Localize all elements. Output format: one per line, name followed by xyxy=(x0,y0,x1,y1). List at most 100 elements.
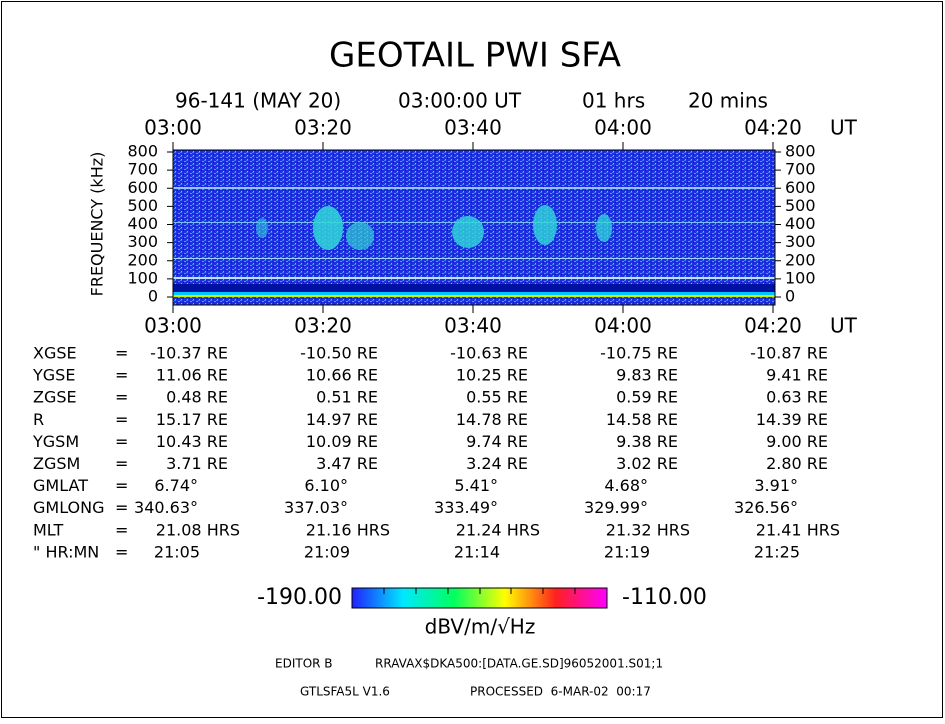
row-label: XGSE xyxy=(33,344,77,363)
row-label: MLT xyxy=(33,520,64,539)
title: GEOTAIL PWI SFA xyxy=(329,36,621,76)
row-equals: = xyxy=(115,542,128,561)
subtitle-mins: 20 mins xyxy=(688,89,768,113)
y-tick-label-right: 0 xyxy=(785,287,795,306)
colorbar-unit: dBV/m/√Hz xyxy=(425,615,536,639)
row-equals: = xyxy=(115,366,128,385)
time-tick-label: 03:00 xyxy=(144,314,202,338)
row-label: GMLAT xyxy=(33,476,88,495)
row-value: 21.41 HRS xyxy=(756,520,840,539)
row-value: 14.97 RE xyxy=(306,410,378,429)
row-value: 3.71 RE xyxy=(166,454,228,473)
row-value: 10.25 RE xyxy=(456,366,528,385)
row-equals: = xyxy=(115,520,128,539)
row-value: 9.00 RE xyxy=(766,432,828,451)
row-label: R xyxy=(33,410,44,429)
row-value: 21.32 HRS xyxy=(606,520,690,539)
row-value: -10.75 RE xyxy=(600,344,678,363)
time-tick-label: 04:20 xyxy=(744,314,802,338)
row-value: 21:05 xyxy=(154,542,200,561)
subtitle-start: 03:00:00 UT xyxy=(398,89,522,113)
row-value: 6.74° xyxy=(154,476,198,495)
y-tick-label-right: 800 xyxy=(785,142,816,161)
row-value: -10.37 RE xyxy=(150,344,228,363)
footer-file: RRAVAX$DKA500:[DATA.GE.SD]96052001.S01;1 xyxy=(375,657,663,671)
row-value: 14.78 RE xyxy=(456,410,528,429)
row-value: 21.08 HRS xyxy=(156,520,240,539)
time-tick-label: 04:00 xyxy=(594,116,652,140)
row-value: 3.24 RE xyxy=(466,454,528,473)
row-value: -10.63 RE xyxy=(450,344,528,363)
subtitle-date: 96-141 (MAY 20) xyxy=(175,89,341,113)
y-tick-label-right: 400 xyxy=(785,214,816,233)
time-tick-label: 03:40 xyxy=(444,116,502,140)
footer-version: GTLSFA5L V1.6 xyxy=(300,685,390,699)
row-value: 9.83 RE xyxy=(616,366,678,385)
row-value: 3.02 RE xyxy=(616,454,678,473)
row-equals: = xyxy=(115,432,128,451)
footer-editor: EDITOR B xyxy=(275,657,333,671)
y-axis-label: FREQUENCY (kHz) xyxy=(88,152,107,297)
row-value: 337.03° xyxy=(284,498,348,517)
row-value: 0.51 RE xyxy=(316,388,378,407)
row-value: 3.47 RE xyxy=(316,454,378,473)
row-value: 340.63° xyxy=(134,498,198,517)
row-label: ZGSM xyxy=(33,454,80,473)
time-unit: UT xyxy=(830,314,858,338)
row-value: 9.74 RE xyxy=(466,432,528,451)
row-value: 3.91° xyxy=(754,476,798,495)
row-equals: = xyxy=(115,388,128,407)
row-label: " HR:MN xyxy=(33,542,99,561)
y-tick-label-right: 500 xyxy=(785,196,816,215)
time-tick-label: 04:20 xyxy=(744,116,802,140)
row-label: YGSE xyxy=(32,366,75,385)
y-tick-label: 300 xyxy=(127,232,158,251)
row-value: 15.17 RE xyxy=(156,410,228,429)
row-value: -10.50 RE xyxy=(300,344,378,363)
time-tick-label: 03:40 xyxy=(444,314,502,338)
time-unit: UT xyxy=(830,116,858,140)
row-value: 4.68° xyxy=(604,476,648,495)
row-label: GMLONG xyxy=(33,498,105,517)
row-value: 329.99° xyxy=(584,498,648,517)
row-equals: = xyxy=(115,476,128,495)
row-value: 9.41 RE xyxy=(766,366,828,385)
row-value: 21.24 HRS xyxy=(456,520,540,539)
y-tick-label: 400 xyxy=(127,214,158,233)
row-equals: = xyxy=(115,454,128,473)
y-tick-label: 0 xyxy=(148,287,158,306)
y-tick-label: 800 xyxy=(127,142,158,161)
time-tick-label: 03:20 xyxy=(294,314,352,338)
row-value: 0.48 RE xyxy=(166,388,228,407)
y-tick-label-right: 600 xyxy=(785,178,816,197)
colorbar-ticks xyxy=(383,588,576,594)
y-tick-label: 500 xyxy=(127,196,158,215)
row-value: 11.06 RE xyxy=(156,366,228,385)
row-value: 21:14 xyxy=(454,542,500,561)
row-value: 326.56° xyxy=(734,498,798,517)
row-value: 10.43 RE xyxy=(156,432,228,451)
y-tick-label-right: 700 xyxy=(785,160,816,179)
row-value: 21:09 xyxy=(304,542,350,561)
row-value: -10.87 RE xyxy=(750,344,828,363)
row-value: 10.09 RE xyxy=(306,432,378,451)
row-value: 0.59 RE xyxy=(616,388,678,407)
row-equals: = xyxy=(115,498,128,517)
time-tick-label: 03:20 xyxy=(294,116,352,140)
y-tick-label: 700 xyxy=(127,160,158,179)
row-value: 10.66 RE xyxy=(306,366,378,385)
footer-processed: PROCESSED 6-MAR-02 00:17 xyxy=(470,685,651,699)
row-value: 2.80 RE xyxy=(766,454,828,473)
row-equals: = xyxy=(115,344,128,363)
y-tick-label-right: 100 xyxy=(785,268,816,287)
row-value: 21:25 xyxy=(754,542,800,561)
row-value: 0.63 RE xyxy=(766,388,828,407)
time-tick-label: 04:00 xyxy=(594,314,652,338)
row-value: 5.41° xyxy=(454,476,498,495)
row-value: 21.16 HRS xyxy=(306,520,390,539)
time-tick-label: 03:00 xyxy=(144,116,202,140)
row-value: 6.10° xyxy=(304,476,348,495)
colorbar-max: -110.00 xyxy=(622,585,707,610)
row-value: 14.39 RE xyxy=(756,410,828,429)
row-value: 14.58 RE xyxy=(606,410,678,429)
